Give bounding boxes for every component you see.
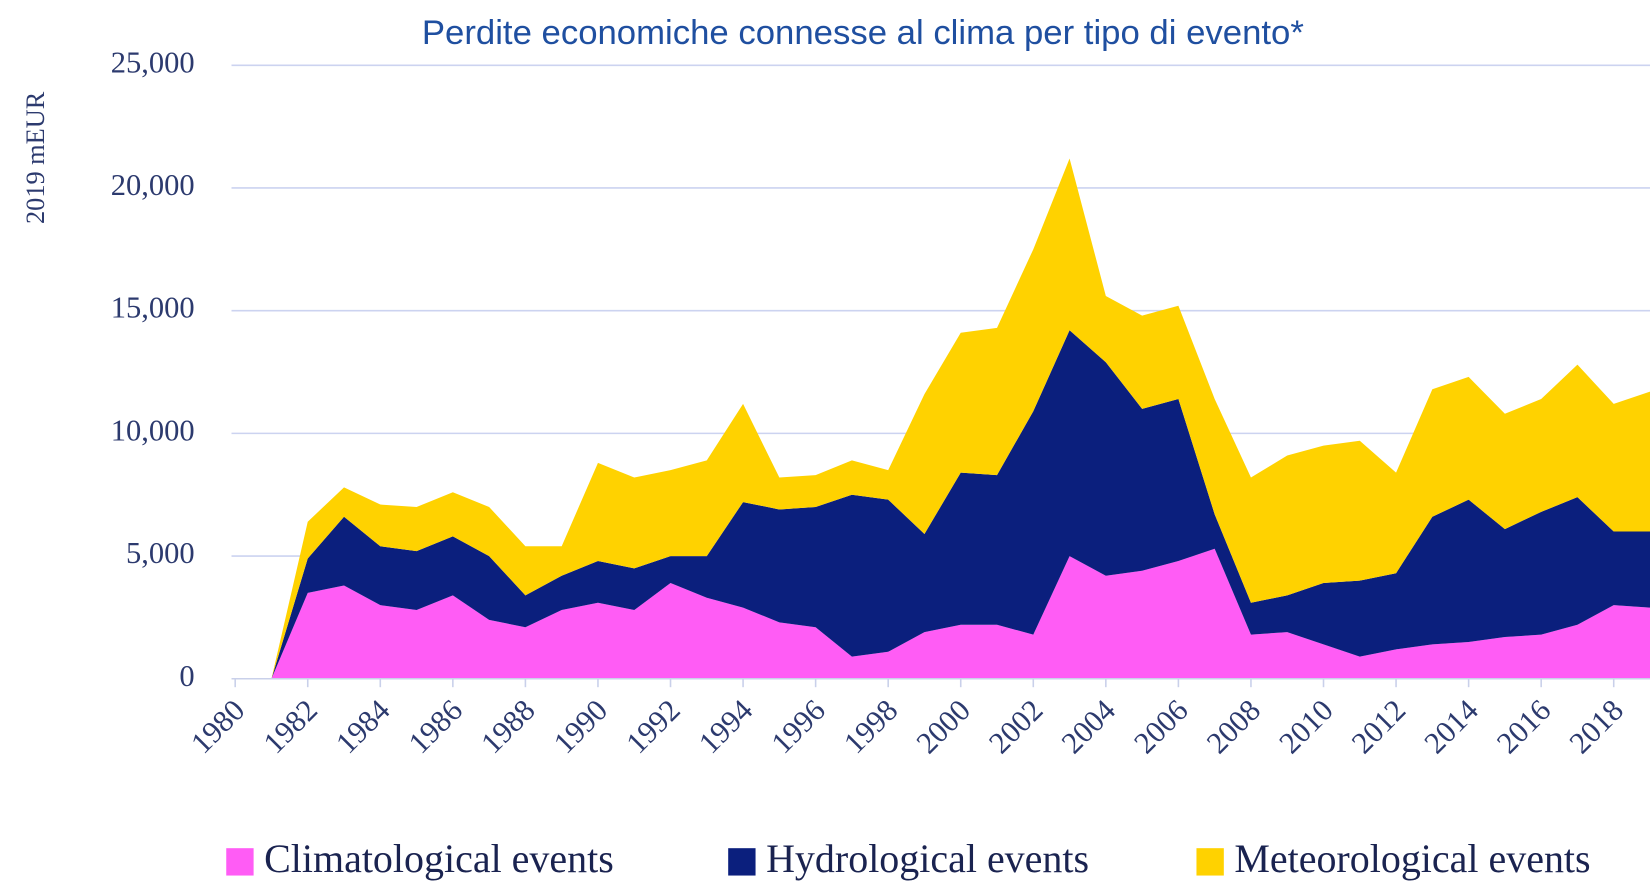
x-tick-label: 1998	[837, 693, 904, 760]
legend-item: Hydrological events	[728, 836, 1089, 881]
y-tick-label: 5,000	[126, 536, 195, 570]
x-tick-label: 1982	[257, 693, 324, 760]
y-axis-label: 2019 mEUR	[21, 91, 50, 224]
y-tick-label: 15,000	[111, 291, 195, 325]
area	[271, 330, 1650, 679]
y-tick-label: 10,000	[111, 413, 195, 447]
x-tick-label: 2012	[1345, 693, 1412, 760]
x-tick-label: 2016	[1490, 693, 1557, 760]
x-tick-label: 2008	[1200, 693, 1267, 760]
x-tick-label: 1996	[765, 693, 832, 760]
legend-swatch	[1196, 848, 1224, 876]
x-tick-label: 2018	[1563, 693, 1630, 760]
legend-swatch	[226, 848, 254, 876]
x-tick-label: 1988	[474, 693, 541, 760]
y-tick-label: 0	[179, 659, 194, 693]
legend-item: Climatological events	[226, 836, 614, 881]
x-tick-label: 2002	[982, 693, 1049, 760]
x-tick-label: 1990	[547, 693, 614, 760]
area	[271, 548, 1650, 679]
chart-title: Perdite economiche connesse al clima per…	[422, 14, 1304, 52]
x-tick-label: 1992	[620, 693, 687, 760]
y-tick-label: 25,000	[111, 45, 195, 79]
x-tick-label: 2000	[910, 693, 977, 760]
legend-label: Hydrological events	[766, 836, 1089, 881]
legend-swatch	[728, 848, 756, 876]
x-tick-label: 1980	[184, 693, 251, 760]
x-tick-label: 2006	[1127, 693, 1194, 760]
legend-item: Meteorological events	[1196, 836, 1591, 881]
x-tick-label: 2014	[1418, 693, 1485, 760]
legend-label: Meteorological events	[1234, 836, 1590, 881]
x-tick-label: 1986	[402, 693, 469, 760]
x-tick-label: 1984	[329, 693, 396, 760]
x-tick-label: 1994	[692, 693, 759, 760]
legend-label: Climatological events	[264, 836, 614, 881]
x-tick-label: 2004	[1055, 693, 1122, 760]
x-tick-label: 2010	[1273, 693, 1340, 760]
y-tick-label: 20,000	[111, 168, 195, 202]
area	[271, 158, 1650, 679]
